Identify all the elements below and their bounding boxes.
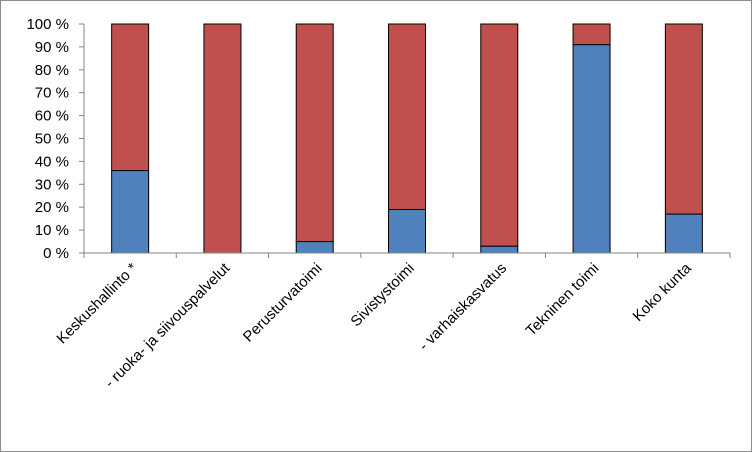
- bar-segment-series-2: [295, 23, 334, 243]
- y-tick-label: 30 %: [35, 176, 69, 193]
- y-tick-label: 60 %: [35, 108, 69, 125]
- bar-segment-series-2: [664, 23, 703, 215]
- bar-segment-series-1: [295, 241, 334, 254]
- x-category-label: Koko kunta: [630, 259, 696, 325]
- bars: [111, 23, 703, 254]
- x-category-label: Perusturvatoimi: [240, 260, 326, 346]
- x-category-label: Keskushallinto *: [53, 260, 141, 348]
- y-tick-label: 50 %: [35, 131, 69, 148]
- y-tick-label: 20 %: [35, 199, 69, 216]
- x-category-label: Sivistystoimi: [347, 260, 417, 330]
- x-axis: Keskushallinto *- ruoka- ja siivouspalve…: [53, 252, 731, 392]
- y-tick-label: 10 %: [35, 222, 69, 239]
- y-tick-label: 80 %: [35, 62, 69, 79]
- y-tick-label: 100 %: [26, 16, 69, 33]
- bar-segment-series-1: [664, 213, 703, 254]
- bar-segment-series-2: [388, 23, 426, 210]
- bar-segment-series-2: [203, 23, 242, 254]
- bar-segment-series-2: [572, 23, 611, 46]
- y-tick-label: 40 %: [35, 153, 69, 170]
- bar-segment-series-2: [111, 23, 150, 172]
- bar-segment-series-1: [480, 245, 519, 254]
- y-axis: 0 % 10 % 20 % 30 % 40 % 50 % 60 % 70 % 80 % 90 % 1…: [26, 16, 85, 262]
- y-tick-label: 0 %: [43, 245, 69, 262]
- y-tick-label: 70 %: [35, 85, 69, 102]
- y-tick-label: 90 %: [35, 39, 69, 56]
- bar-segment-series-1: [111, 170, 150, 254]
- x-category-label: Tekninen toimi: [523, 260, 603, 340]
- bar-segment-series-2: [480, 23, 519, 247]
- x-category-label: - varhaiskasvatus: [416, 260, 511, 355]
- bar-segment-series-1: [572, 44, 611, 254]
- bar-segment-series-1: [388, 208, 426, 254]
